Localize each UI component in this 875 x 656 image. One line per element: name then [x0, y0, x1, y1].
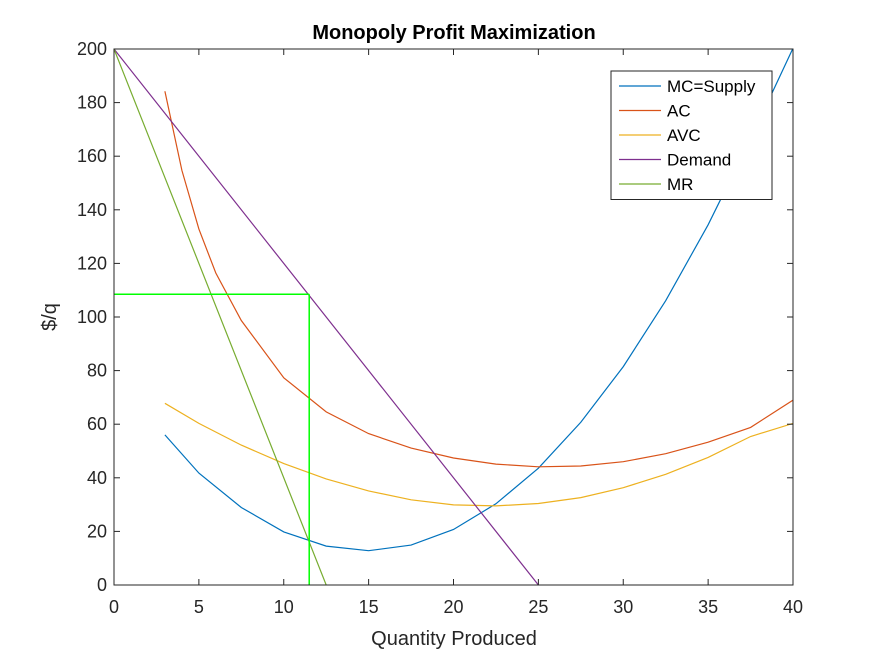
- legend-label: MC=Supply: [667, 77, 756, 96]
- x-tick-label: 35: [698, 597, 718, 617]
- series-line-demand: [114, 49, 539, 585]
- x-tick-label: 10: [274, 597, 294, 617]
- x-tick-label: 25: [528, 597, 548, 617]
- x-tick-label: 15: [359, 597, 379, 617]
- y-tick-label: 0: [97, 575, 107, 595]
- x-axis-label: Quantity Produced: [371, 628, 537, 650]
- legend-label: MR: [667, 175, 693, 194]
- chart-title: Monopoly Profit Maximization: [312, 22, 595, 44]
- x-tick-label: 20: [443, 597, 463, 617]
- y-tick-label: 160: [77, 146, 107, 166]
- y-tick-label: 60: [87, 414, 107, 434]
- x-tick-label: 5: [194, 597, 204, 617]
- series-line-ac: [164, 91, 793, 468]
- x-axis: 0 5 10 15 20 25 30 35 40: [109, 49, 803, 617]
- legend-label: AC: [667, 102, 691, 121]
- legend-label: AVC: [667, 126, 701, 145]
- y-tick-label: 80: [87, 361, 107, 381]
- legend: MC=Supply AC AVC Demand MR: [610, 70, 773, 200]
- x-tick-label: 40: [783, 597, 803, 617]
- y-tick-label: 140: [77, 200, 107, 220]
- y-tick-label: 200: [77, 39, 107, 59]
- y-tick-label: 40: [87, 468, 107, 488]
- annotation-layer: [114, 293, 310, 585]
- series-line-mc-supply: [164, 49, 793, 552]
- y-tick-label: 180: [77, 93, 107, 113]
- x-tick-label: 0: [109, 597, 119, 617]
- series-line-mr: [114, 49, 327, 585]
- y-tick-label: 20: [87, 521, 107, 541]
- y-axis: 0 20 40 60 80 100 120 140 160 180 200: [77, 39, 793, 595]
- y-axis-label: $/q: [39, 303, 61, 331]
- legend-label: Demand: [667, 151, 731, 170]
- series-layer: [114, 49, 793, 585]
- x-tick-label: 30: [613, 597, 633, 617]
- y-tick-label: 100: [77, 307, 107, 327]
- y-tick-label: 120: [77, 253, 107, 273]
